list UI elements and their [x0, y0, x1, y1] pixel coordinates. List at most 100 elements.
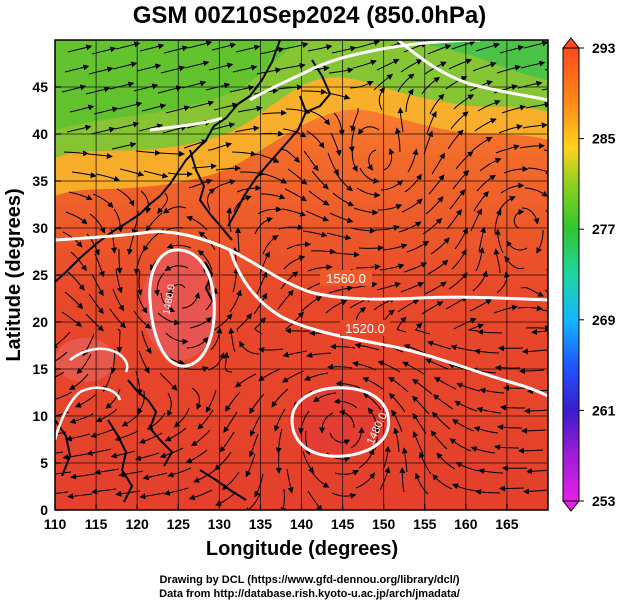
- streamline: [470, 446, 496, 454]
- streamline: [277, 84, 303, 91]
- streamline: [496, 64, 522, 74]
- streamline: [112, 288, 125, 312]
- streamline: [311, 170, 329, 190]
- y-tick-label: 25: [32, 267, 48, 283]
- streamline: [138, 123, 164, 132]
- streamline: [500, 182, 525, 194]
- colorbar-bottom-arrow: [561, 500, 581, 512]
- streamline: [526, 468, 548, 475]
- streamline: [121, 410, 142, 427]
- streamline: [455, 151, 474, 170]
- streamline: [114, 121, 140, 130]
- streamline: [472, 61, 497, 72]
- x-tick-label: 160: [454, 516, 478, 532]
- streamline: [393, 427, 400, 453]
- x-tick-label: 125: [167, 516, 191, 532]
- streamline: [454, 227, 468, 250]
- streamline: [522, 348, 548, 355]
- streamline: [167, 284, 186, 298]
- streamline: [67, 271, 85, 291]
- streamline: [249, 393, 265, 415]
- streamline: [116, 328, 123, 353]
- streamline: [277, 289, 294, 310]
- x-axis-label: Longitude (degrees): [206, 538, 398, 560]
- streamline: [403, 262, 428, 273]
- streamline: [215, 165, 241, 172]
- contour-labels: 1520.0 1560.0 1480.0 1480.0: [161, 270, 390, 447]
- streamline: [306, 352, 332, 358]
- streamline: [379, 263, 405, 271]
- streamline: [159, 150, 185, 157]
- streamline: [427, 259, 449, 275]
- streamline: [383, 148, 395, 171]
- streamline: [395, 127, 401, 153]
- streamline: [517, 305, 543, 312]
- streamline: [406, 240, 430, 253]
- streamline: [197, 249, 213, 271]
- streamline: [358, 126, 380, 135]
- streamline: [382, 243, 408, 251]
- streamline: [451, 40, 476, 50]
- streamline: [355, 263, 381, 270]
- streamline: [69, 104, 95, 113]
- tick-marks: [54, 86, 508, 511]
- x-tick-label: 140: [290, 516, 314, 532]
- streamline: [471, 136, 493, 152]
- streamline: [254, 473, 264, 498]
- streamline: [141, 103, 167, 112]
- streamline: [432, 394, 454, 410]
- streamline: [210, 122, 236, 131]
- streamline: [524, 187, 548, 197]
- streamline: [308, 190, 330, 206]
- streamline: [66, 124, 92, 133]
- streamline: [455, 462, 480, 472]
- streamline: [379, 466, 391, 491]
- y-tick-label: 0: [40, 502, 48, 518]
- streamline: [234, 125, 260, 133]
- contour-label: 1520.0: [345, 321, 385, 336]
- streamline: [382, 445, 391, 471]
- streamline: [235, 373, 257, 388]
- streamline: [135, 370, 143, 396]
- streamline: [452, 169, 470, 190]
- streamline: [237, 105, 263, 113]
- streamline: [400, 59, 423, 73]
- streamline: [331, 492, 357, 499]
- streamline: [65, 433, 91, 442]
- streamline: [235, 227, 241, 253]
- streamline: [422, 217, 443, 235]
- streamline: [445, 296, 468, 310]
- streamline: [236, 313, 252, 333]
- streamline: [282, 350, 308, 358]
- streamline: [545, 268, 548, 275]
- streamline: [424, 281, 447, 295]
- streamline: [358, 245, 384, 252]
- streamline: [55, 351, 68, 362]
- streamline: [90, 428, 115, 439]
- streamline: [503, 385, 529, 392]
- streamline: [453, 94, 475, 110]
- streamline: [205, 82, 231, 91]
- streamline: [302, 450, 314, 474]
- streamline: [521, 427, 547, 434]
- streamline: [110, 450, 136, 459]
- streamline: [90, 126, 116, 135]
- streamline: [91, 488, 117, 495]
- streamline: [245, 453, 256, 478]
- streamline: [504, 255, 525, 270]
- y-tick-label: 45: [32, 79, 48, 95]
- streamline: [354, 342, 380, 351]
- streamline: [145, 212, 163, 232]
- streamline: [115, 268, 123, 294]
- streamline: [259, 46, 285, 55]
- streamline: [284, 188, 307, 202]
- streamline: [304, 372, 329, 381]
- streamline: [142, 472, 168, 481]
- streamline: [74, 393, 97, 408]
- x-tick-label: 150: [372, 516, 396, 532]
- streamline: [94, 468, 120, 476]
- streamline: [229, 289, 242, 313]
- colorbar-tick-label: 293: [592, 40, 616, 56]
- streamline: [448, 58, 473, 70]
